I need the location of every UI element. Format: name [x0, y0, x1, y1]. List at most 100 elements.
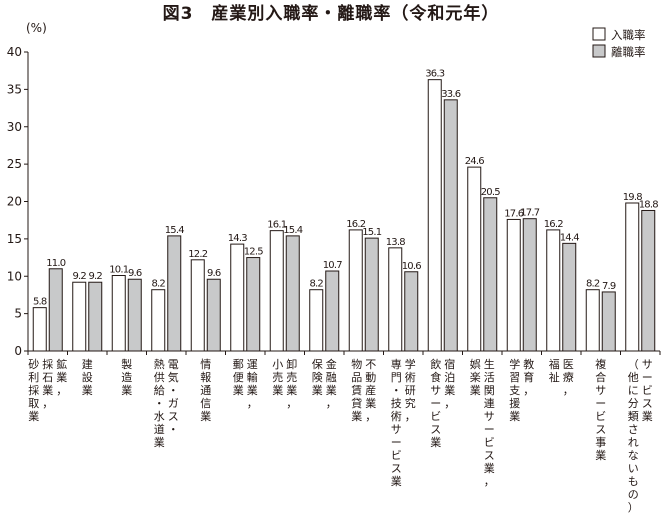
category-label-char: 賃 [351, 383, 362, 397]
category-label-char: ・ [168, 423, 179, 436]
category-label-char: ビ [642, 384, 653, 397]
category-label-char: 祉 [549, 371, 560, 384]
value-label-entry-rate: 13.8 [386, 237, 406, 248]
category-label-char: 業 [351, 410, 362, 423]
category-label-char: 業 [272, 384, 283, 397]
category-label-char: ， [563, 384, 574, 397]
category-label-char: 業 [56, 371, 67, 384]
category-label-char: 水 [154, 410, 165, 423]
category-label-char: 業 [509, 410, 520, 423]
category-label-char: 小 [272, 358, 283, 371]
category-label-char: に [628, 384, 639, 397]
category-label-char: ・ [391, 384, 402, 397]
category-label-char: 習 [509, 371, 520, 384]
category-label-char: い [628, 462, 639, 475]
category-label-char: サ [642, 358, 653, 371]
bar-separation-rate [483, 197, 498, 352]
category-label-char: 製 [121, 357, 132, 371]
category-label-char: 運 [247, 358, 258, 371]
value-label-separation-rate: 14.4 [560, 232, 580, 243]
category-label-char: ） [628, 501, 639, 514]
value-label-entry-rate: 36.3 [425, 69, 445, 80]
category-label-char: 関 [484, 384, 495, 397]
bars [32, 79, 656, 352]
bar-separation-rate [364, 237, 379, 352]
bar-entry-rate [506, 218, 521, 352]
category-label-char: 食 [430, 370, 441, 384]
category-label-char: 連 [484, 396, 495, 410]
category-label-char: ， [484, 475, 495, 488]
category-label-char: ， [286, 397, 297, 410]
category-label-char: 通 [200, 384, 211, 397]
category-label-char: の [628, 488, 639, 501]
value-label-entry-rate: 8.2 [586, 279, 600, 290]
category-label-char: 気 [168, 370, 179, 384]
category-label-char: 専 [391, 358, 402, 371]
category-label: 製造業 [121, 357, 132, 397]
category-label-char: 電 [168, 358, 179, 371]
category-label-char: 究 [405, 396, 416, 410]
category-label-char: ビ [430, 410, 441, 423]
category-label-char: 類 [628, 410, 639, 423]
category-label-char: ガ [168, 397, 179, 410]
value-label-entry-rate: 16.2 [346, 219, 366, 230]
category-label-char: 保 [312, 357, 323, 371]
category-label-char: ビ [484, 436, 495, 449]
category-label-char: 研 [405, 384, 416, 397]
value-label-separation-rate: 9.2 [88, 271, 102, 282]
chart-title: 図3 産業別入職率・離職率（令和元年） [163, 3, 500, 24]
category-label-char: 供 [154, 370, 165, 384]
category-label-char: 学 [509, 357, 520, 371]
bar-separation-rate [562, 242, 577, 352]
value-label-separation-rate: 10.6 [402, 261, 422, 272]
legend-swatch [592, 44, 606, 58]
category-label-char: 郵 [233, 358, 244, 371]
category-label-char: 金 [326, 357, 337, 371]
value-label-separation-rate: 20.5 [481, 187, 501, 198]
category-label-char: 支 [509, 384, 520, 397]
category-label-char: 合 [595, 370, 606, 384]
category-label: 建設業 [82, 357, 93, 397]
category-label-char: 福 [549, 357, 560, 371]
category-label: 卸売業， 小売業 [272, 357, 297, 410]
value-label-entry-rate: 16.1 [267, 220, 287, 231]
value-label-entry-rate: 9.2 [72, 271, 86, 282]
category-label: 電気・ガス・熱供給・水道業 [154, 358, 179, 449]
category-label-char: サ [484, 410, 495, 423]
legend-label: 入職率 [611, 28, 646, 42]
category-label: 金融業， 保険業 [312, 357, 337, 410]
category-label-char: 業 [484, 462, 495, 475]
value-label-separation-rate: 15.4 [165, 225, 185, 236]
category-label-char: 品 [351, 371, 362, 384]
category-label-char: ， [247, 397, 258, 410]
category-label-char: 療 [563, 370, 574, 384]
category-label-char: 宿 [444, 357, 455, 371]
category-label-char: 卸 [286, 357, 297, 371]
category-label-char: ビ [391, 449, 402, 462]
category-label: 運輸業， 郵便業 [233, 358, 258, 410]
bar-entry-rate [230, 243, 245, 352]
category-label-char: 業 [42, 384, 53, 397]
value-label-entry-rate: 5.8 [33, 297, 47, 308]
category-label-char: 業 [326, 384, 337, 397]
category-label-char: 門 [391, 371, 402, 384]
category-label-char: 業 [200, 410, 211, 423]
category-label-char: 業 [444, 384, 455, 397]
bar-entry-rate [625, 202, 640, 352]
category-label-char: 生 [484, 357, 495, 371]
category-label-char: ・ [154, 397, 165, 410]
category-label-char: 採 [28, 383, 39, 397]
category-label-char: ， [444, 397, 455, 410]
category-label-char: 道 [154, 422, 165, 436]
category-label-char: ， [326, 397, 337, 410]
bar-entry-rate [546, 229, 561, 352]
category-label-char: 情 [200, 358, 211, 371]
category-label-char: 信 [200, 397, 211, 410]
category-label-char: ， [56, 384, 67, 397]
category-label-char: ス [391, 462, 402, 475]
value-label-separation-rate: 18.8 [639, 199, 659, 210]
